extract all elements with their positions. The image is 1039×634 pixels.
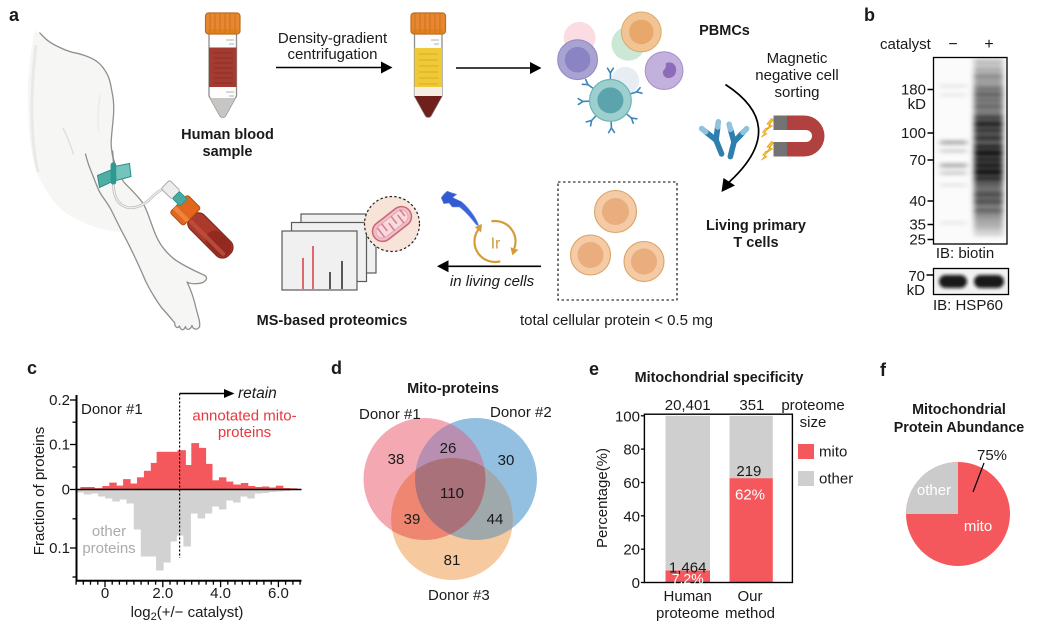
svg-text:Density-gradient: Density-gradient (278, 30, 388, 47)
svg-text:Our: Our (737, 588, 762, 605)
svg-text:25: 25 (909, 232, 926, 249)
svg-text:2.0: 2.0 (152, 585, 173, 602)
svg-text:annotated mito-: annotated mito- (192, 408, 296, 425)
svg-text:20: 20 (623, 542, 640, 559)
svg-text:Human: Human (664, 588, 712, 605)
svg-text:Donor #1: Donor #1 (81, 401, 143, 418)
svg-text:351: 351 (739, 397, 764, 414)
svg-text:mito: mito (819, 444, 847, 461)
svg-text:0: 0 (632, 575, 640, 592)
svg-text:40: 40 (909, 193, 926, 210)
svg-text:70: 70 (909, 152, 926, 169)
svg-text:other: other (819, 471, 853, 488)
svg-text:T cells: T cells (733, 235, 778, 251)
svg-text:size: size (800, 414, 827, 431)
svg-text:80: 80 (623, 442, 640, 459)
svg-text:proteins: proteins (82, 540, 135, 557)
svg-text:0: 0 (101, 585, 109, 602)
svg-text:IB: HSP60: IB: HSP60 (933, 297, 1003, 314)
svg-text:219: 219 (736, 463, 761, 480)
svg-text:proteome: proteome (781, 397, 844, 414)
svg-text:sample: sample (203, 144, 253, 160)
svg-text:Fraction of proteins: Fraction of proteins (31, 427, 48, 555)
svg-text:c: c (27, 358, 37, 378)
svg-text:Donor #1: Donor #1 (359, 406, 421, 423)
svg-text:30: 30 (498, 452, 515, 469)
svg-text:e: e (589, 359, 599, 379)
svg-text:IB: biotin: IB: biotin (936, 245, 994, 262)
svg-text:44: 44 (487, 511, 504, 528)
svg-text:log2(+/− catalyst): log2(+/− catalyst) (131, 604, 244, 623)
svg-text:60: 60 (623, 475, 640, 492)
svg-text:other: other (917, 482, 951, 499)
svg-text:retain: retain (238, 385, 277, 402)
svg-text:Percentage(%): Percentage(%) (594, 448, 611, 548)
svg-text:0.1: 0.1 (49, 540, 70, 557)
svg-text:proteins: proteins (218, 424, 271, 441)
svg-text:75%: 75% (977, 447, 1007, 464)
svg-text:Mitochondrial specificity: Mitochondrial specificity (635, 370, 804, 386)
svg-text:Living primary: Living primary (706, 218, 806, 234)
svg-text:38: 38 (388, 451, 405, 468)
svg-text:6.0: 6.0 (268, 585, 289, 602)
svg-text:100: 100 (615, 408, 640, 425)
svg-text:b: b (864, 5, 875, 25)
svg-text:0: 0 (62, 482, 70, 499)
svg-text:39: 39 (404, 511, 421, 528)
svg-text:mito: mito (964, 518, 992, 535)
svg-text:0.2: 0.2 (49, 392, 70, 409)
svg-text:Protein Abundance: Protein Abundance (894, 420, 1025, 436)
svg-text:Mitochondrial: Mitochondrial (912, 402, 1006, 418)
svg-text:total cellular protein < 0.5 m: total cellular protein < 0.5 mg (520, 312, 713, 329)
svg-text:Donor #2: Donor #2 (490, 404, 552, 421)
svg-text:100: 100 (901, 125, 926, 142)
svg-text:centrifugation: centrifugation (287, 46, 377, 63)
svg-text:kD: kD (908, 96, 927, 113)
svg-text:catalyst: catalyst (880, 36, 932, 53)
svg-text:81: 81 (444, 552, 461, 569)
svg-text:negative cell: negative cell (755, 67, 838, 84)
svg-text:proteome: proteome (656, 605, 719, 622)
svg-text:Magnetic: Magnetic (767, 50, 828, 67)
svg-text:in living cells: in living cells (450, 273, 535, 290)
svg-text:method: method (725, 605, 775, 622)
svg-text:sorting: sorting (774, 84, 819, 101)
svg-text:62%: 62% (735, 487, 765, 504)
svg-text:Donor #3: Donor #3 (428, 587, 490, 604)
svg-text:d: d (331, 358, 342, 378)
svg-text:Mito-proteins: Mito-proteins (407, 381, 499, 397)
svg-text:f: f (880, 360, 887, 380)
svg-text:other: other (92, 523, 126, 540)
svg-text:MS-based proteomics: MS-based proteomics (257, 313, 408, 329)
svg-text:4.0: 4.0 (210, 585, 231, 602)
svg-text:a: a (9, 5, 20, 25)
svg-text:kD: kD (907, 282, 926, 299)
svg-text:40: 40 (623, 508, 640, 525)
svg-text:Ir: Ir (491, 236, 500, 253)
svg-text:0.1: 0.1 (49, 437, 70, 454)
svg-text:26: 26 (440, 440, 457, 457)
svg-text:−: − (948, 36, 957, 53)
svg-text:7.2%: 7.2% (672, 571, 704, 587)
svg-text:PBMCs: PBMCs (699, 23, 750, 39)
svg-text:+: + (984, 36, 993, 53)
svg-text:110: 110 (440, 485, 464, 502)
svg-text:20,401: 20,401 (665, 397, 711, 414)
svg-text:Human blood: Human blood (181, 127, 274, 143)
